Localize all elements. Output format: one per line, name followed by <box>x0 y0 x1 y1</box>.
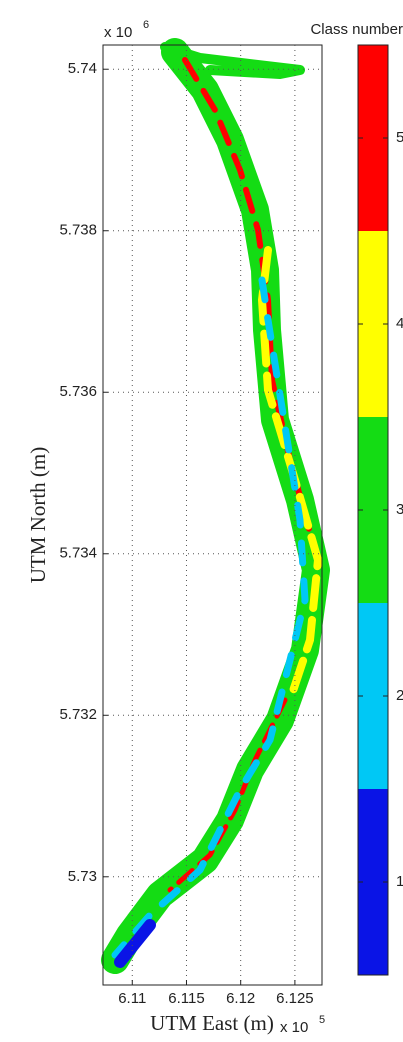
river-class-2 <box>111 276 309 959</box>
y-tick-label: 5.732 <box>59 706 97 723</box>
colorbar-tick-label: 5 <box>396 129 403 146</box>
colorbar-tick-label: 1 <box>396 873 403 890</box>
plot-frame <box>102 44 323 986</box>
x-tick-label: 6.125 <box>276 990 314 1007</box>
x-tick-label: 6.11 <box>118 990 146 1007</box>
x-multiplier: x 10 <box>280 1019 308 1036</box>
river-class-5b <box>167 697 288 893</box>
y-axis-label: UTM North (m) <box>26 447 50 583</box>
river-map <box>101 38 330 974</box>
y-tick-label: 5.74 <box>68 60 97 77</box>
colorbar-title: Class number <box>310 21 403 38</box>
y-tick-label: 5.73 <box>68 868 97 885</box>
x-multiplier-exp: 5 <box>319 1014 325 1026</box>
y-multiplier: x 10 <box>104 24 132 41</box>
y-tick-label: 5.736 <box>59 383 97 400</box>
x-tick-label: 6.12 <box>226 990 255 1007</box>
y-tick-label: 5.738 <box>59 222 97 239</box>
river-body <box>101 38 330 974</box>
colorbar-tick-label: 4 <box>396 315 403 332</box>
x-tick-label: 6.115 <box>168 990 204 1007</box>
y-multiplier-exp: 6 <box>143 19 149 31</box>
river-class-1 <box>114 919 156 968</box>
colorbar-tick-label: 3 <box>396 501 403 518</box>
colorbar-tick-label: 2 <box>396 687 403 704</box>
y-tick-label: 5.734 <box>59 545 97 562</box>
x-axis-label: UTM East (m) <box>150 1011 274 1035</box>
